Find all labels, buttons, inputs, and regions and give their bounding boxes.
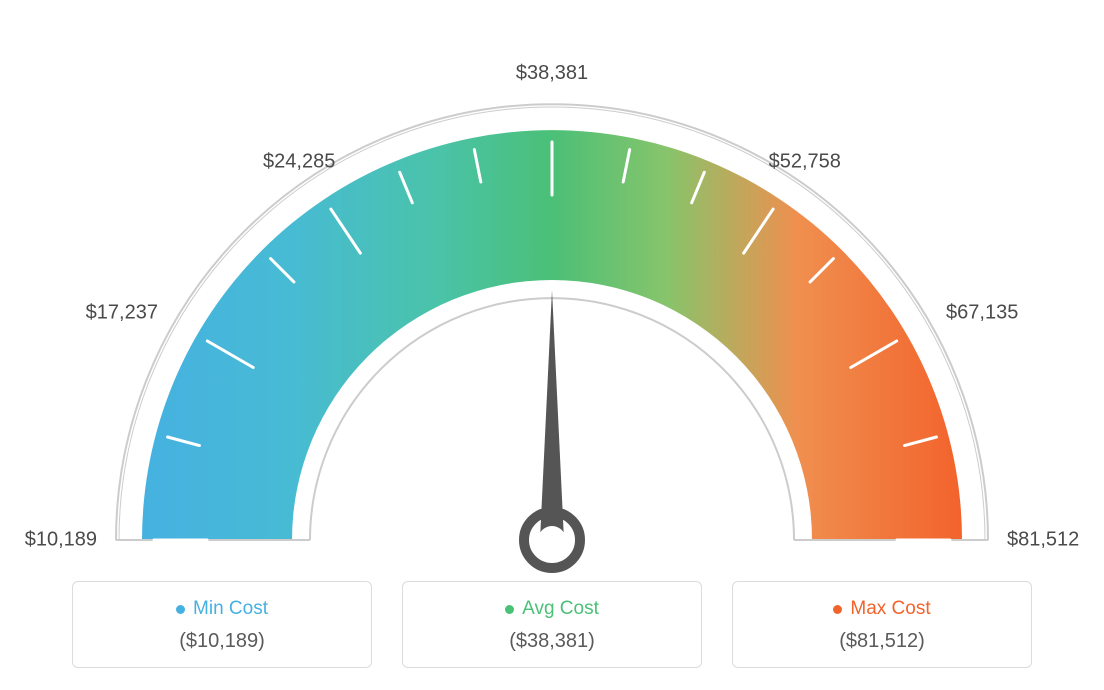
legend-value-avg: ($38,381) <box>413 630 691 653</box>
legend-title-avg: Avg Cost <box>505 598 599 620</box>
legend-card-max: Max Cost ($81,512) <box>732 581 1032 668</box>
dot-icon <box>176 605 185 614</box>
gauge-tick-label: $24,285 <box>263 150 335 173</box>
legend-value-max: ($81,512) <box>743 630 1021 653</box>
legend-title-text: Avg Cost <box>522 598 599 620</box>
legend-card-min: Min Cost ($10,189) <box>72 581 372 668</box>
legend-card-avg: Avg Cost ($38,381) <box>402 581 702 668</box>
gauge-tick-label: $52,758 <box>769 150 841 173</box>
gauge-chart: $10,189 $17,237 $24,285 $38,381 $52,758 $67,1… <box>0 0 1104 560</box>
dot-icon <box>505 605 514 614</box>
legend-row: Min Cost ($10,189) Avg Cost ($38,381) Ma… <box>0 581 1104 668</box>
legend-title-text: Min Cost <box>193 598 268 620</box>
gauge-tick-label: $17,237 <box>86 301 158 324</box>
legend-title-text: Max Cost <box>850 598 930 620</box>
gauge-tick-label: $81,512 <box>1007 529 1079 552</box>
dot-icon <box>833 605 842 614</box>
legend-title-max: Max Cost <box>833 598 930 620</box>
legend-value-min: ($10,189) <box>83 630 361 653</box>
gauge-tick-label: $67,135 <box>946 301 1018 324</box>
gauge-tick-label: $38,381 <box>516 62 588 85</box>
gauge-svg <box>0 50 1104 590</box>
legend-title-min: Min Cost <box>176 598 268 620</box>
gauge-tick-label: $10,189 <box>25 529 97 552</box>
